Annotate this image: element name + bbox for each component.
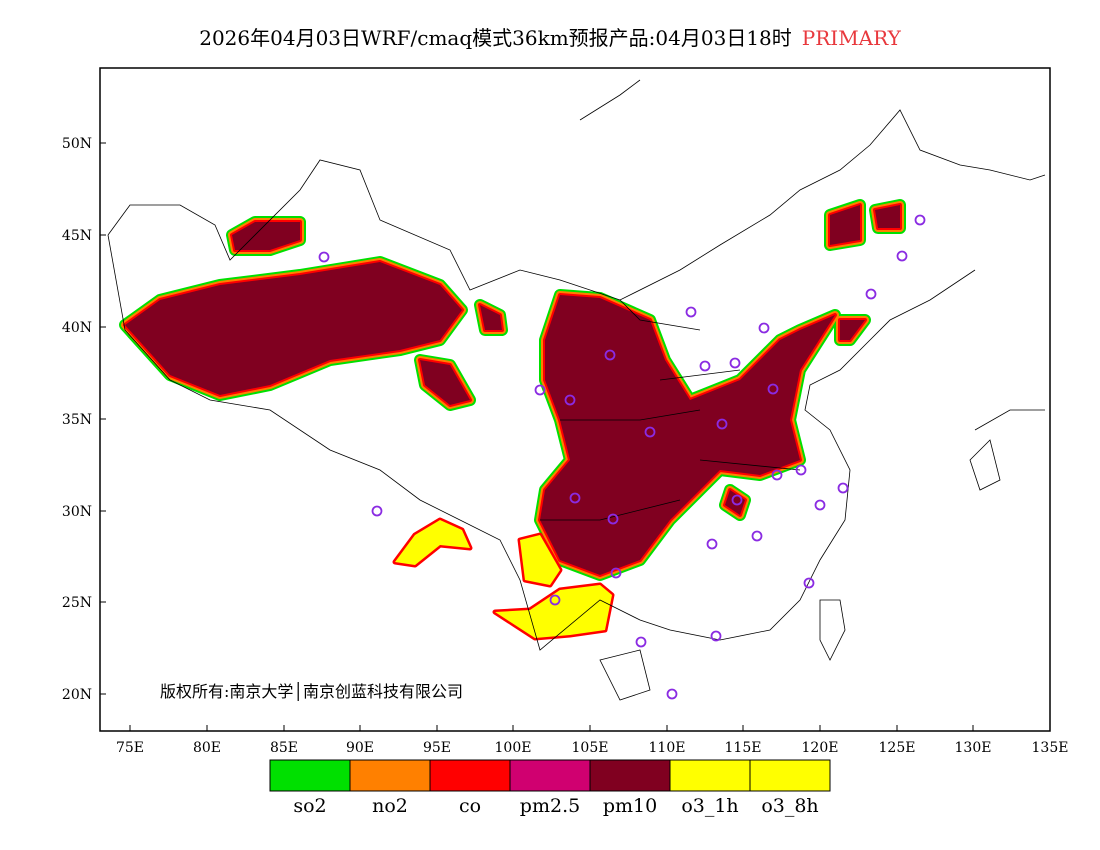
station-markers [318, 214, 926, 700]
lon-tick: 130E [955, 740, 992, 756]
lat-tick: 25N [62, 595, 92, 611]
legend-label: pm2.5 [520, 795, 580, 817]
lon-tick-labels: 75E 80E 85E 90E 95E 100E 105E 110E 115E … [116, 740, 1069, 756]
lon-tick: 75E [116, 740, 144, 756]
lon-tick: 105E [572, 740, 609, 756]
copyright-text: 版权所有:南京大学│南京创蓝科技有限公司 [160, 681, 463, 701]
legend-label: co [459, 795, 481, 817]
lat-tick: 20N [62, 687, 92, 703]
tick-marks [100, 142, 974, 731]
lon-tick: 125E [879, 740, 916, 756]
legend-label: pm10 [603, 795, 657, 817]
title-main: 2026年04月03日WRF/cmaq模式36km预报产品:04月03日18时 [199, 26, 792, 50]
legend-swatch-no2 [349, 759, 431, 792]
lat-tick: 30N [62, 504, 92, 520]
lat-tick: 40N [62, 320, 92, 336]
lon-tick: 85E [270, 740, 298, 756]
lon-tick: 120E [802, 740, 839, 756]
lat-tick: 50N [62, 136, 92, 152]
legend: so2 no2 co pm2.5 pm10 o3_1h o3_8h [269, 759, 831, 817]
lat-tick: 45N [62, 228, 92, 244]
legend-swatch-pm25 [509, 759, 591, 792]
lon-tick: 80E [193, 740, 221, 756]
lon-tick: 115E [725, 740, 762, 756]
legend-label: so2 [293, 795, 326, 817]
lon-tick: 135E [1032, 740, 1069, 756]
legend-label: no2 [372, 795, 408, 817]
legend-label: o3_8h [761, 795, 818, 817]
lat-tick-labels: 50N 45N 40N 35N 30N 25N 20N [62, 136, 92, 703]
borders [107, 79, 1046, 701]
title-primary-tag: PRIMARY [801, 26, 901, 50]
legend-label: o3_1h [681, 795, 738, 817]
map-title: 2026年04月03日WRF/cmaq模式36km预报产品:04月03日18时 P… [0, 22, 1100, 51]
lon-tick: 90E [346, 740, 374, 756]
legend-swatch-o3-8h [749, 759, 831, 792]
legend-swatch-o3-1h [669, 759, 751, 792]
lon-tick: 95E [423, 740, 451, 756]
lon-tick: 110E [649, 740, 686, 756]
legend-swatch-pm10 [589, 759, 671, 792]
legend-swatch-co [429, 759, 511, 792]
legend-swatch-so2 [269, 759, 351, 792]
lat-tick: 35N [62, 412, 92, 428]
lon-tick: 100E [495, 740, 532, 756]
